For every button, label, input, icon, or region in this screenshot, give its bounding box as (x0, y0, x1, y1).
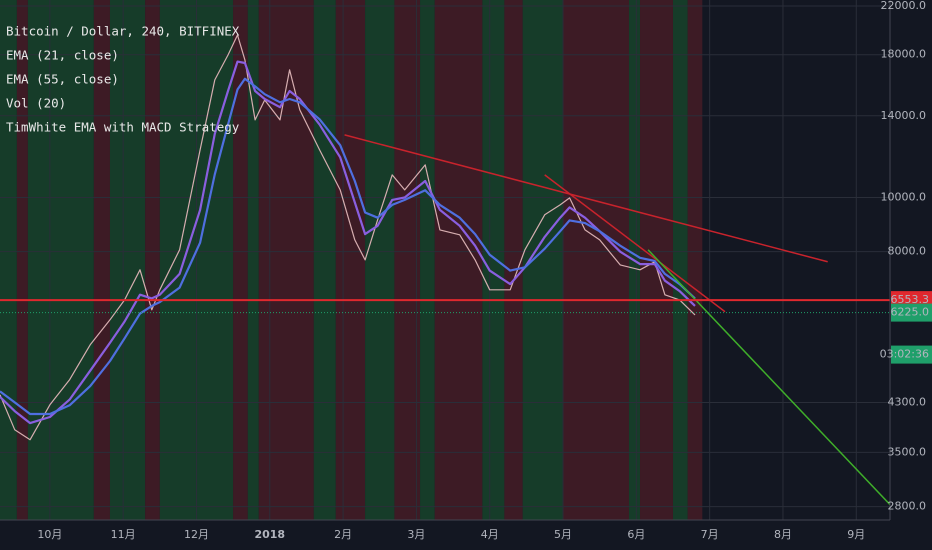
signal-band (504, 0, 523, 520)
y-tick-label: 22000.0 (881, 0, 927, 12)
price-label: 6553.3 (891, 293, 930, 306)
signal-band (16, 0, 28, 520)
signal-band (420, 0, 435, 520)
signal-band (672, 0, 688, 520)
x-tick-label: 2018 (254, 528, 285, 541)
x-tick-label: 7月 (701, 528, 719, 541)
price-axis (890, 0, 932, 550)
x-tick-label: 4月 (481, 528, 499, 541)
x-tick-label: 3月 (407, 528, 425, 541)
countdown-box (891, 345, 932, 364)
y-tick-label: 3500.0 (888, 445, 927, 458)
signal-band (365, 0, 395, 520)
x-tick-label: 5月 (554, 528, 572, 541)
signal-band (563, 0, 630, 520)
legend-entry: EMA (21, close) (6, 48, 119, 63)
signal-band (258, 0, 314, 520)
x-tick-label: 6月 (627, 528, 645, 541)
x-tick-label: 9月 (847, 528, 865, 541)
y-tick-label: 18000.0 (881, 48, 927, 61)
y-tick-label: 10000.0 (881, 190, 927, 203)
trendline (544, 174, 726, 313)
signal-band (233, 0, 248, 520)
legend-entry: TimWhite EMA with MACD Strategy (6, 120, 240, 135)
signal-band (109, 0, 146, 520)
legend-entry: EMA (55, close) (6, 72, 119, 87)
signal-band (335, 0, 366, 520)
signal-band (434, 0, 483, 520)
signal-band (247, 0, 259, 520)
trendline (647, 249, 891, 506)
signal-band (482, 0, 505, 520)
trendline (344, 134, 828, 263)
series-line (0, 77, 696, 416)
legend-entry: Vol (20) (6, 96, 66, 111)
x-tick-label: 12月 (184, 528, 209, 541)
chart-title: Bitcoin / Dollar, 240, BITFINEX (6, 24, 240, 39)
signal-band (145, 0, 160, 520)
signal-band (27, 0, 94, 520)
series-line (0, 34, 696, 441)
y-tick-label: 14000.0 (881, 109, 927, 122)
x-tick-label: 11月 (111, 528, 136, 541)
y-tick-label: 2800.0 (888, 500, 927, 513)
x-tick-label: 8月 (774, 528, 792, 541)
series-line (0, 60, 696, 425)
x-tick-label: 10月 (37, 528, 62, 541)
x-tick-label: 2月 (334, 528, 352, 541)
signal-band (0, 0, 17, 520)
y-tick-label: 8000.0 (888, 245, 927, 258)
countdown: 03:02:36 (880, 348, 929, 361)
price-label-box (891, 303, 932, 322)
y-tick-label: 4300.0 (888, 395, 927, 408)
signal-band (93, 0, 110, 520)
price-label: 6225.0 (891, 306, 930, 319)
signal-band (394, 0, 421, 520)
signal-band (687, 0, 703, 520)
signal-band (313, 0, 336, 520)
